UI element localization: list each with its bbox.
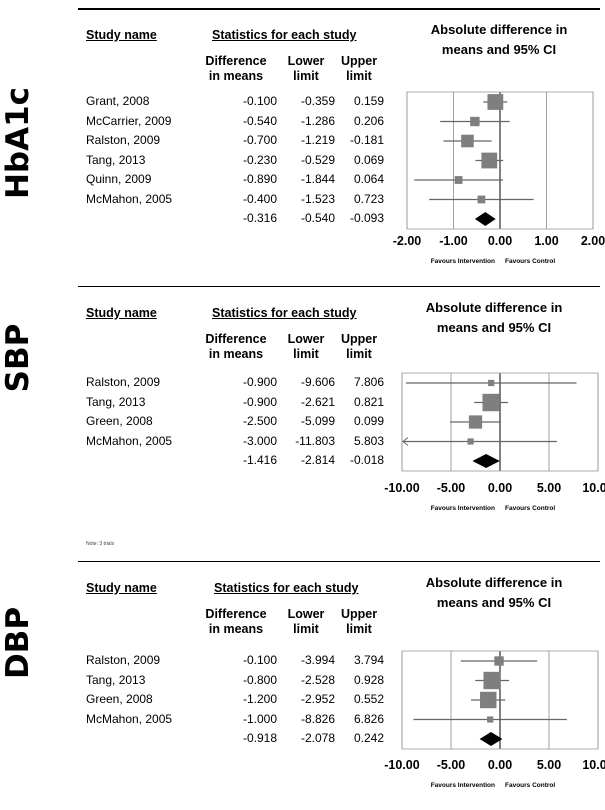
lower-limit-header-line1: Lower [281,607,331,622]
study-name-header: Study name [86,28,157,42]
difference-header: Difference in means [196,54,276,84]
section-rule [78,286,600,287]
difference-header-line2: in means [196,347,276,362]
lower-limit-header-line1: Lower [281,54,331,69]
difference-header-line1: Difference [196,607,276,622]
effect-square [487,94,503,110]
study-name-header: Study name [86,581,157,595]
lower-limit-header-line1: Lower [281,332,331,347]
x-tick-label: -5.00 [437,758,466,772]
forest-plot-dbp: -10.00 -5.00 0.00 5.00 10.00 Favours Interven… [0,636,605,801]
effect-square [468,438,474,444]
forest-plot-hba1c: -2.00 -1.00 0.00 1.00 2.00 Favours Interventi… [0,83,605,277]
lower-limit-header: Lower limit [281,607,331,637]
plot-title: Absolute difference in means and 95% CI [394,298,594,338]
lower-limit-header-line2: limit [281,69,331,84]
lower-limit-header: Lower limit [281,332,331,362]
favours-control-label: Favours Control [505,505,555,512]
favours-control-label: Favours Control [505,258,555,265]
x-tick-label: 0.00 [488,481,512,495]
upper-limit-header-line2: limit [334,622,384,637]
effect-square [480,692,496,708]
effect-square [494,656,503,665]
effect-square [481,153,497,169]
difference-header-line2: in means [196,69,276,84]
upper-limit-header: Upper limit [334,54,384,84]
summary-diamond [475,212,496,226]
lower-limit-header: Lower limit [281,54,331,84]
plot-title: Absolute difference in means and 95% CI [399,20,599,60]
x-tick-label: -1.00 [439,234,468,248]
lower-limit-header-line2: limit [281,347,331,362]
upper-limit-header-line2: limit [334,347,384,362]
study-name-header: Study name [86,306,157,320]
summary-diamond [472,454,499,468]
x-tick-label: 10.00 [582,758,605,772]
difference-header-line1: Difference [196,332,276,347]
section-rule [78,561,600,562]
effect-square [461,135,474,148]
plot-title-line2: means and 95% CI [394,318,594,338]
upper-limit-header: Upper limit [334,607,384,637]
x-tick-label: 2.00 [581,234,605,248]
x-tick-label: 5.00 [537,758,561,772]
plot-title: Absolute difference in means and 95% CI [394,573,594,613]
difference-header: Difference in means [196,607,276,637]
favours-intervention-label: Favours Intervention [431,258,495,265]
difference-header-line1: Difference [196,54,276,69]
x-tick-label: -10.00 [384,758,419,772]
upper-limit-header-line1: Upper [334,607,384,622]
favours-intervention-label: Favours Intervention [431,782,495,789]
favours-intervention-label: Favours Intervention [431,505,495,512]
effect-square [482,394,499,411]
upper-limit-header-line1: Upper [334,54,384,69]
x-tick-label: -10.00 [384,481,419,495]
upper-limit-header-line2: limit [334,69,384,84]
difference-header: Difference in means [196,332,276,362]
plot-title-line1: Absolute difference in [394,298,594,318]
lower-limit-header-line2: limit [281,622,331,637]
x-tick-label: 5.00 [537,481,561,495]
forest-plot-sbp: -10.00 -5.00 0.00 5.00 10.00 Favours Interven… [0,361,605,524]
plot-title-line1: Absolute difference in [394,573,594,593]
statistics-header: Statistics for each study [212,28,357,42]
statistics-header: Statistics for each study [214,581,359,595]
top-rule [78,8,600,10]
effect-square [488,380,494,386]
statistics-header: Statistics for each study [212,306,357,320]
summary-diamond [480,732,503,746]
x-tick-label: 0.00 [488,234,512,248]
difference-header-line2: in means [196,622,276,637]
favours-control-label: Favours Control [505,782,555,789]
x-tick-label: 0.00 [488,758,512,772]
upper-limit-header: Upper limit [334,332,384,362]
effect-square [487,716,493,722]
effect-square [483,672,500,689]
x-tick-label: -2.00 [393,234,422,248]
x-tick-label: 10.00 [582,481,605,495]
plot-title-line1: Absolute difference in [399,20,599,40]
x-tick-label: -5.00 [437,481,466,495]
plot-title-line2: means and 95% CI [394,593,594,613]
effect-square [455,176,463,184]
x-tick-label: 1.00 [534,234,558,248]
plot-title-line2: means and 95% CI [399,40,599,60]
upper-limit-header-line1: Upper [334,332,384,347]
effect-square [478,196,486,204]
effect-square [470,117,479,126]
note-text: Note: 3 trials [86,541,114,547]
effect-square [469,415,482,428]
